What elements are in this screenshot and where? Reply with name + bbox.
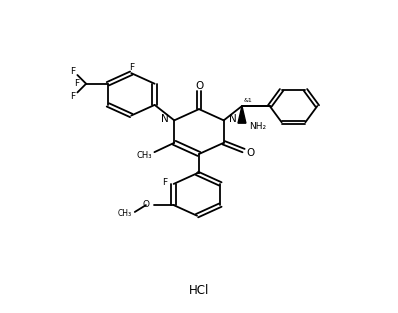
- Text: O: O: [195, 81, 203, 91]
- Text: O: O: [142, 200, 149, 209]
- Text: F: F: [74, 79, 79, 88]
- Text: NH₂: NH₂: [249, 122, 266, 131]
- Text: F: F: [163, 178, 168, 187]
- Text: N: N: [229, 114, 237, 124]
- Text: CH₃: CH₃: [117, 209, 132, 218]
- Text: F: F: [70, 67, 75, 76]
- Text: CH₃: CH₃: [136, 151, 152, 160]
- Text: F: F: [129, 63, 134, 72]
- Polygon shape: [238, 106, 246, 123]
- Text: &1: &1: [244, 98, 252, 103]
- Text: N: N: [161, 114, 169, 124]
- Text: HCl: HCl: [189, 284, 209, 297]
- Text: O: O: [246, 148, 254, 158]
- Text: F: F: [70, 92, 75, 101]
